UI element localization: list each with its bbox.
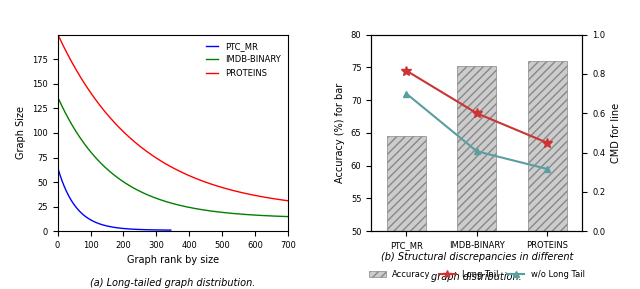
IMDB-BINARY bbox=[119, 180, 127, 183]
X-axis label: Graph rank by size: Graph rank by size bbox=[127, 255, 219, 266]
IMDB-BINARY bbox=[54, 96, 62, 99]
IMDB-BINARY bbox=[110, 173, 118, 177]
Text: (b) Structural discrepancies in different: (b) Structural discrepancies in differen… bbox=[381, 252, 573, 262]
Legend: Accuracy, Long Tail, w/o Long Tail: Accuracy, Long Tail, w/o Long Tail bbox=[365, 266, 588, 282]
Text: (a) Long-tailed graph distribution.: (a) Long-tailed graph distribution. bbox=[90, 278, 255, 288]
PTC_MR bbox=[167, 228, 175, 232]
PROTEINS bbox=[110, 121, 118, 124]
PTC_MR bbox=[118, 227, 125, 230]
IMDB-BINARY bbox=[127, 185, 134, 188]
PROTEINS bbox=[233, 190, 241, 193]
Line: IMDB-BINARY: IMDB-BINARY bbox=[58, 98, 288, 216]
PTC_MR bbox=[54, 166, 62, 170]
IMDB-BINARY bbox=[262, 214, 269, 217]
IMDB-BINARY bbox=[233, 212, 241, 216]
Y-axis label: Graph Size: Graph Size bbox=[17, 106, 26, 160]
PROTEINS bbox=[119, 129, 127, 133]
Y-axis label: Accuracy (%) for bar: Accuracy (%) for bar bbox=[335, 83, 346, 183]
PROTEINS bbox=[205, 181, 213, 185]
PTC_MR bbox=[72, 205, 79, 208]
Y-axis label: CMD for line: CMD for line bbox=[611, 103, 621, 163]
Bar bbox=[528, 61, 566, 289]
PTC_MR bbox=[143, 228, 150, 231]
Line: PROTEINS: PROTEINS bbox=[58, 35, 288, 201]
PTC_MR bbox=[103, 224, 111, 228]
Bar bbox=[387, 136, 426, 289]
Line: PTC_MR: PTC_MR bbox=[58, 168, 171, 230]
PTC_MR bbox=[156, 228, 164, 232]
PROTEINS bbox=[127, 137, 134, 140]
Bar bbox=[458, 66, 496, 289]
Text: graph distribution.: graph distribution. bbox=[431, 272, 522, 282]
PROTEINS bbox=[54, 33, 62, 36]
IMDB-BINARY bbox=[205, 209, 213, 212]
Legend: PTC_MR, IMDB-BINARY, PROTEINS: PTC_MR, IMDB-BINARY, PROTEINS bbox=[202, 39, 284, 81]
PROTEINS bbox=[284, 199, 292, 203]
PTC_MR bbox=[119, 227, 127, 230]
PROTEINS bbox=[262, 196, 269, 199]
IMDB-BINARY bbox=[284, 215, 292, 218]
